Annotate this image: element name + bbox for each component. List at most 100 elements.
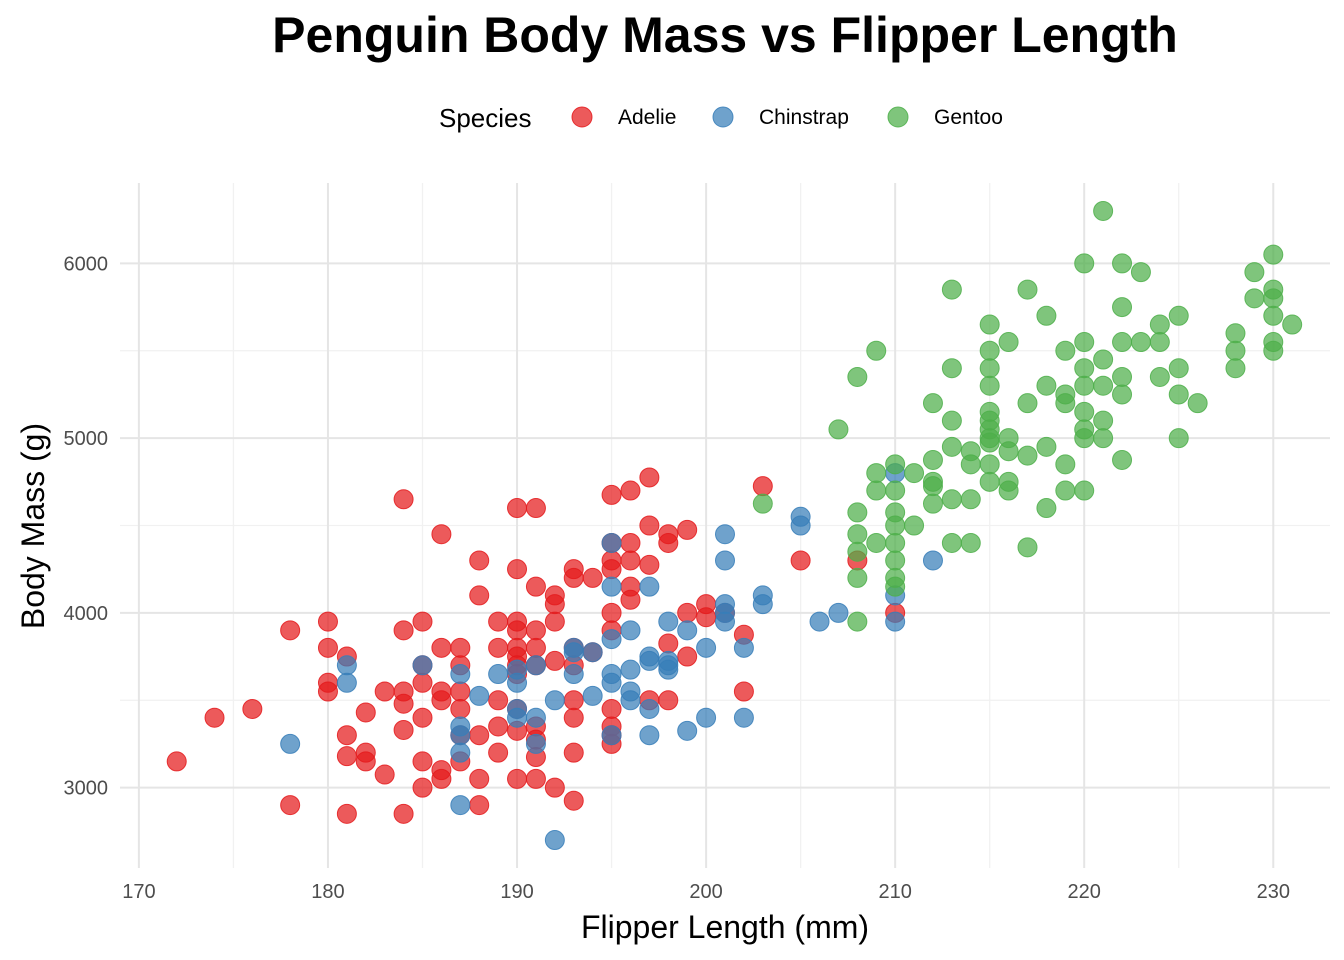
data-point	[620, 659, 641, 680]
data-point	[601, 602, 622, 623]
data-point	[469, 725, 490, 746]
data-point	[431, 690, 452, 711]
data-point	[317, 637, 338, 658]
data-point	[639, 725, 660, 746]
data-point	[544, 594, 565, 615]
data-point	[393, 719, 414, 740]
data-point	[507, 672, 528, 693]
data-point	[866, 480, 887, 501]
data-point	[582, 685, 603, 706]
y-axis-title: Body Mass (g)	[15, 423, 51, 629]
data-point	[696, 607, 717, 628]
data-point	[601, 672, 622, 693]
x-tick-label: 170	[122, 881, 155, 903]
data-point	[1149, 332, 1170, 353]
data-point	[733, 637, 754, 658]
data-point	[1282, 314, 1303, 335]
data-point	[639, 698, 660, 719]
data-point	[1036, 375, 1057, 396]
data-point	[1093, 349, 1114, 370]
data-point	[1244, 262, 1265, 283]
data-point	[1112, 297, 1133, 318]
data-point	[847, 502, 868, 523]
data-point	[904, 515, 925, 536]
data-point	[979, 471, 1000, 492]
data-point	[885, 550, 906, 571]
data-point	[450, 681, 471, 702]
data-point	[677, 646, 698, 667]
data-point	[1074, 358, 1095, 379]
data-point	[1074, 332, 1095, 353]
data-point	[563, 567, 584, 588]
data-point	[1112, 449, 1133, 470]
data-point	[752, 476, 773, 497]
data-point	[1112, 366, 1133, 387]
data-point	[828, 602, 849, 623]
data-point	[620, 480, 641, 501]
data-point	[620, 620, 641, 641]
data-point	[847, 541, 868, 562]
data-point	[885, 454, 906, 475]
data-point	[696, 707, 717, 728]
data-point	[677, 519, 698, 540]
data-point	[525, 655, 546, 676]
data-point	[563, 742, 584, 763]
data-point	[979, 375, 1000, 396]
data-point	[525, 576, 546, 597]
data-point	[488, 611, 509, 632]
data-point	[1017, 393, 1038, 414]
data-point	[1017, 445, 1038, 466]
data-point	[639, 515, 660, 536]
data-point	[355, 702, 376, 723]
data-point	[393, 803, 414, 824]
data-point	[1112, 384, 1133, 405]
data-point	[469, 685, 490, 706]
data-point	[885, 576, 906, 597]
data-point	[979, 340, 1000, 361]
data-point	[790, 550, 811, 571]
data-point	[639, 576, 660, 597]
data-point	[507, 620, 528, 641]
data-point	[1017, 537, 1038, 558]
data-point	[752, 594, 773, 615]
data-point	[922, 393, 943, 414]
legend: Species Adelie Chinstrap Gentoo	[439, 103, 1003, 133]
data-point	[601, 532, 622, 553]
data-point	[658, 659, 679, 680]
data-point	[847, 611, 868, 632]
data-point	[960, 454, 981, 475]
data-point	[904, 463, 925, 484]
data-point	[677, 720, 698, 741]
data-point	[1149, 366, 1170, 387]
data-point	[1263, 305, 1284, 326]
data-point	[601, 559, 622, 580]
data-point	[544, 777, 565, 798]
data-point	[1055, 340, 1076, 361]
y-tick-label: 5000	[64, 428, 109, 450]
data-point	[620, 532, 641, 553]
data-point	[544, 650, 565, 671]
data-point	[488, 637, 509, 658]
data-point	[525, 768, 546, 789]
data-point	[469, 550, 490, 571]
data-point	[1168, 358, 1189, 379]
data-point	[922, 449, 943, 470]
data-point	[355, 751, 376, 772]
data-point	[317, 611, 338, 632]
chart-title: Penguin Body Mass vs Flipper Length	[272, 7, 1178, 63]
data-point	[677, 620, 698, 641]
data-point	[525, 620, 546, 641]
data-point	[620, 589, 641, 610]
data-point	[1055, 480, 1076, 501]
data-point	[450, 664, 471, 685]
data-point	[450, 742, 471, 763]
data-point	[507, 768, 528, 789]
y-tick-label: 6000	[64, 253, 109, 275]
data-point	[393, 693, 414, 714]
data-point	[563, 690, 584, 711]
data-point	[790, 515, 811, 536]
data-point	[658, 690, 679, 711]
legend-marker-adelie	[571, 106, 593, 128]
data-point	[336, 803, 357, 824]
